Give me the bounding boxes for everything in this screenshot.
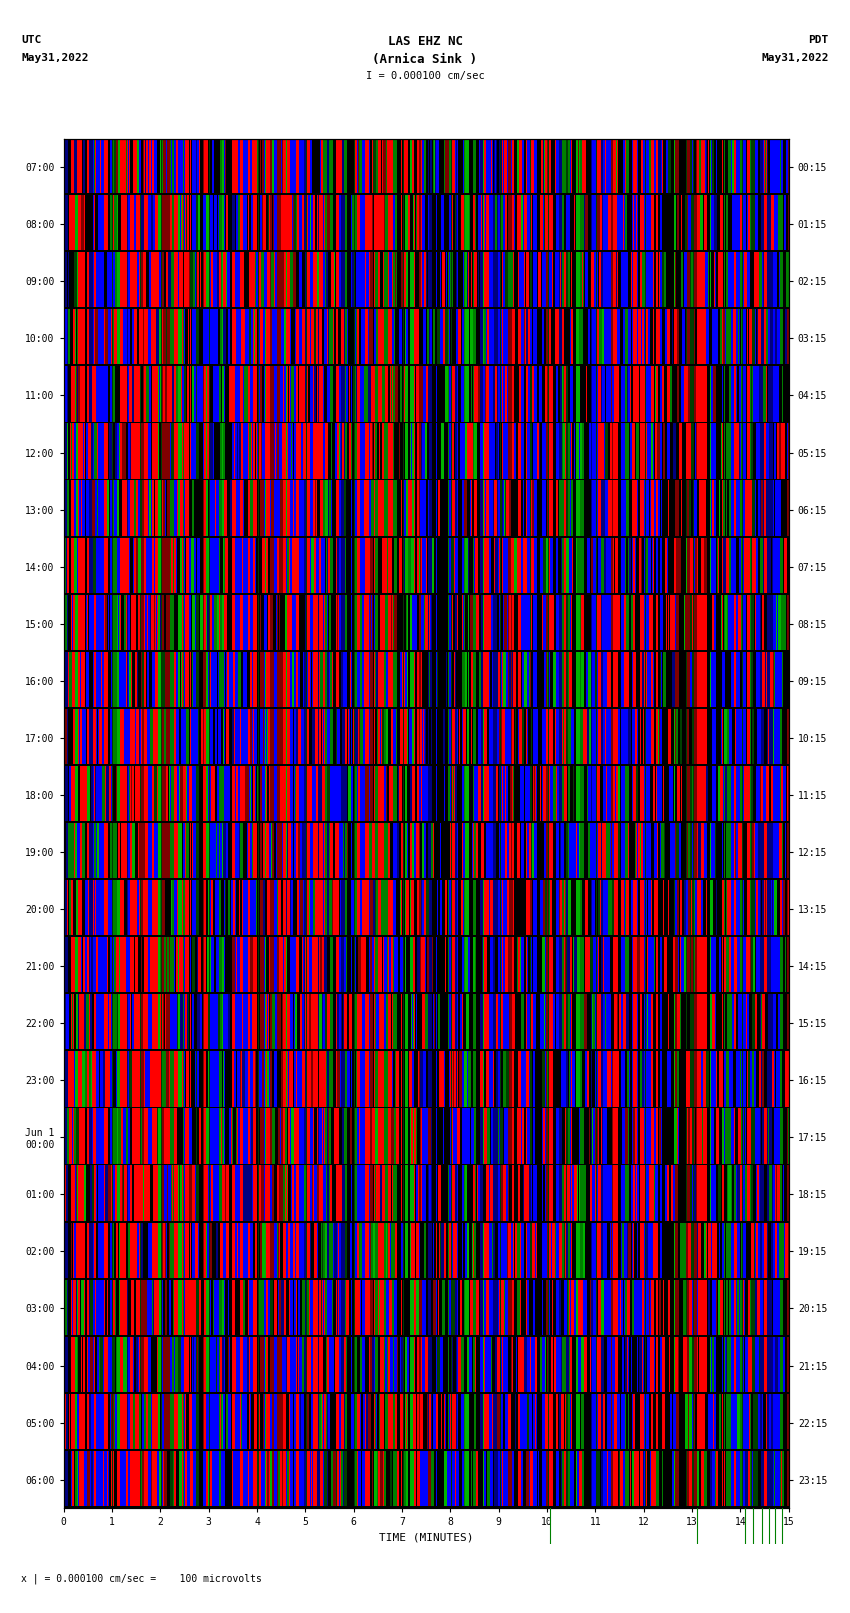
Text: LAS EHZ NC: LAS EHZ NC bbox=[388, 35, 462, 48]
Text: UTC: UTC bbox=[21, 35, 42, 45]
Text: (Arnica Sink ): (Arnica Sink ) bbox=[372, 53, 478, 66]
X-axis label: TIME (MINUTES): TIME (MINUTES) bbox=[379, 1532, 473, 1542]
Text: I = 0.000100 cm/sec: I = 0.000100 cm/sec bbox=[366, 71, 484, 81]
Text: PDT: PDT bbox=[808, 35, 829, 45]
Text: x | = 0.000100 cm/sec =    100 microvolts: x | = 0.000100 cm/sec = 100 microvolts bbox=[21, 1573, 262, 1584]
Text: May31,2022: May31,2022 bbox=[762, 53, 829, 63]
Text: May31,2022: May31,2022 bbox=[21, 53, 88, 63]
